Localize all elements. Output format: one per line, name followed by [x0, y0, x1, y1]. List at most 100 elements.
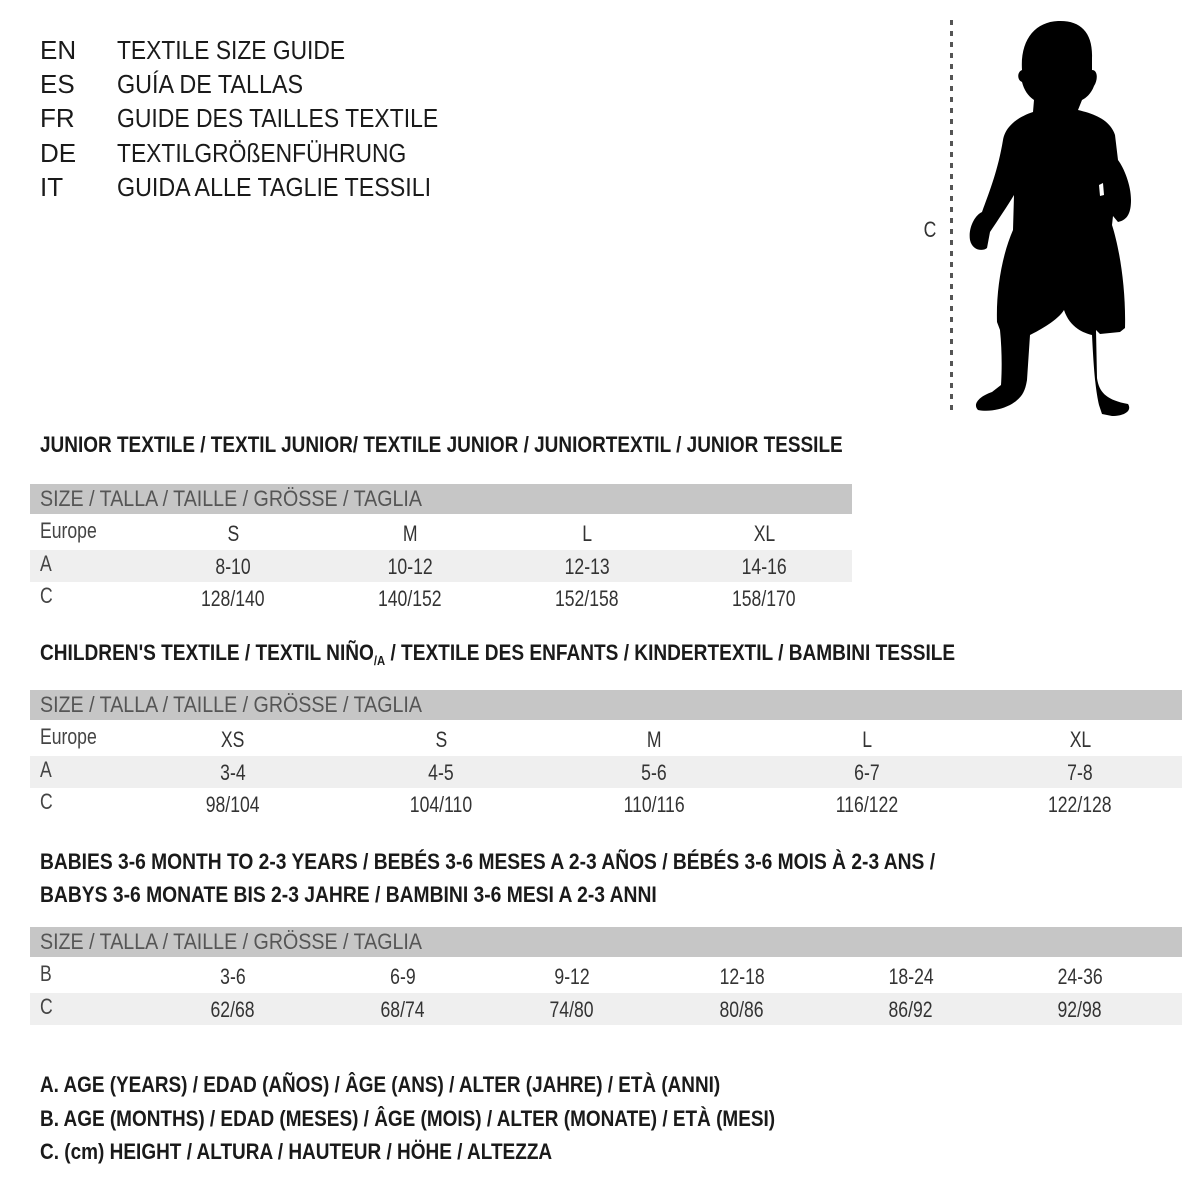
cell-value: M: [402, 521, 418, 546]
legend-item: A. AGE (YEARS) / EDAD (AÑOS) / ÂGE (ANS)…: [40, 1072, 720, 1098]
cell-value: 24-36: [1057, 964, 1103, 989]
table-cell: L: [517, 519, 657, 549]
table-cell: 4-5: [371, 758, 511, 788]
children-title-part: CHILDREN'S TEXTILE / TEXTIL NIÑO: [40, 640, 374, 665]
table-cell: XS: [163, 725, 303, 755]
lang-code: EN: [40, 35, 77, 65]
lang-code: FR: [40, 103, 75, 133]
table-cell: XL: [1010, 725, 1150, 755]
table-cell: 5-6: [584, 758, 724, 788]
row-label: Europe: [40, 518, 97, 543]
table-row: C 98/104 104/110 110/116 116/122 122/128: [30, 788, 1182, 820]
table-cell: 12-13: [517, 552, 657, 582]
lang-title-text: TEXTILGRÖßENFÜHRUNG: [117, 138, 407, 168]
table-cell: 122/128: [1010, 790, 1150, 820]
row-label: A: [40, 550, 52, 576]
size-header-label: SIZE / TALLA / TAILLE / GRÖSSE / TAGLIA: [40, 927, 422, 957]
table-row: A 3-4 4-5 5-6 6-7 7-8: [30, 755, 1182, 788]
table-row: Europe XS S M L XL: [30, 723, 1182, 755]
lang-code: ES: [40, 69, 75, 99]
cell-value: 80/86: [719, 996, 765, 1022]
cell-value: 62/68: [210, 996, 256, 1022]
table-cell: 128/140: [163, 584, 303, 614]
cell-value: 9-12: [554, 964, 590, 989]
children-title-subscript: /A: [373, 653, 386, 668]
table-cell: 7-8: [1010, 758, 1150, 788]
cell-value: 10-12: [387, 553, 433, 579]
cell-value: 98/104: [206, 792, 260, 817]
cell-value: 4-5: [428, 759, 454, 785]
table-cell: 74/80: [502, 995, 642, 1025]
cell-value: 7-8: [1067, 759, 1093, 785]
cell-value: 74/80: [549, 996, 595, 1022]
size-header-bar: SIZE / TALLA / TAILLE / GRÖSSE / TAGLIA: [30, 484, 852, 514]
table-cell: S: [163, 519, 303, 549]
table-cell: XL: [694, 519, 834, 549]
table-row: A 8-10 10-12 12-13 14-16: [30, 549, 852, 582]
junior-title-text: JUNIOR TEXTILE / TEXTIL JUNIOR/ TEXTILE …: [40, 432, 843, 457]
cell-value: L: [862, 727, 872, 752]
cell-value: 122/128: [1048, 792, 1112, 817]
lang-title-text: GUIDA ALLE TAGLIE TESSILI: [117, 172, 432, 202]
table-cell: 98/104: [163, 790, 303, 820]
row-label: B: [40, 961, 52, 986]
table-row: B 3-6 6-9 9-12 12-18 18-24 24-36: [30, 960, 1182, 992]
lang-title: GUIDA ALLE TAGLIE TESSILI: [117, 172, 431, 202]
size-header-text: SIZE / TALLA / TAILLE / GRÖSSE / TAGLIA: [40, 692, 422, 717]
cell-value: 14-16: [741, 553, 787, 579]
cell-value: XL: [753, 521, 775, 546]
cell-value: 116/122: [835, 792, 899, 817]
size-header-text: SIZE / TALLA / TAILLE / GRÖSSE / TAGLIA: [40, 929, 422, 954]
cell-value: 128/140: [201, 586, 265, 611]
table-cell: 12-18: [672, 962, 812, 992]
height-dotted-line: [950, 20, 953, 414]
size-header-label: SIZE / TALLA / TAILLE / GRÖSSE / TAGLIA: [40, 690, 422, 720]
cell-value: 104/110: [409, 792, 473, 817]
table-cell: 152/158: [517, 584, 657, 614]
table-cell: 110/116: [584, 790, 724, 820]
cell-value: XS: [221, 727, 245, 752]
cell-value: 3-6: [220, 964, 246, 989]
cell-value: XL: [1069, 727, 1091, 752]
table-cell: 8-10: [163, 552, 303, 582]
size-header-label: SIZE / TALLA / TAILLE / GRÖSSE / TAGLIA: [40, 484, 422, 514]
cell-value: M: [646, 727, 662, 752]
table-cell: M: [584, 725, 724, 755]
row-label: A: [40, 756, 52, 782]
children-section-title: CHILDREN'S TEXTILE / TEXTIL NIÑO/A / TEX…: [40, 640, 955, 674]
table-cell: 6-9: [333, 962, 473, 992]
row-label: C: [40, 789, 53, 814]
table-cell: 80/86: [672, 995, 812, 1025]
cell-value: 110/116: [623, 792, 685, 817]
table-cell: 3-6: [163, 962, 303, 992]
table-cell: 116/122: [797, 790, 937, 820]
table-cell: 62/68: [163, 995, 303, 1025]
table-cell: 68/74: [333, 995, 473, 1025]
table-cell: 92/98: [1010, 995, 1150, 1025]
table-cell: 158/170: [694, 584, 834, 614]
table-cell: 18-24: [841, 962, 981, 992]
cell-value: 140/152: [378, 586, 442, 611]
height-label: C: [923, 217, 937, 242]
lang-code: IT: [40, 172, 64, 202]
lang-title: TEXTILGRÖßENFÜHRUNG: [117, 138, 406, 168]
table-row: C 62/68 68/74 74/80 80/86 86/92 92/98: [30, 992, 1182, 1025]
table-cell: L: [797, 725, 937, 755]
table-cell: S: [371, 725, 511, 755]
cell-value: 6-9: [390, 964, 416, 989]
table-row: Europe S M L XL: [30, 517, 852, 549]
table-cell: 86/92: [841, 995, 981, 1025]
children-title-text: CHILDREN'S TEXTILE / TEXTIL NIÑO/A / TEX…: [40, 640, 955, 674]
child-silhouette-icon: [969, 20, 1131, 417]
row-label: C: [40, 583, 53, 608]
lang-title: GUÍA DE TALLAS: [117, 69, 303, 99]
cell-value: 86/92: [888, 996, 934, 1022]
size-header-bar: SIZE / TALLA / TAILLE / GRÖSSE / TAGLIA: [30, 927, 1182, 957]
legend-text: B. AGE (MONTHS) / EDAD (MESES) / ÂGE (MO…: [40, 1106, 776, 1131]
row-label: Europe: [40, 724, 97, 749]
cell-value: 12-18: [719, 964, 765, 989]
cell-value: 152/158: [555, 586, 619, 611]
lang-title: GUIDE DES TAILLES TEXTILE: [117, 103, 438, 133]
cell-value: 8-10: [215, 553, 251, 579]
table-cell: 104/110: [371, 790, 511, 820]
